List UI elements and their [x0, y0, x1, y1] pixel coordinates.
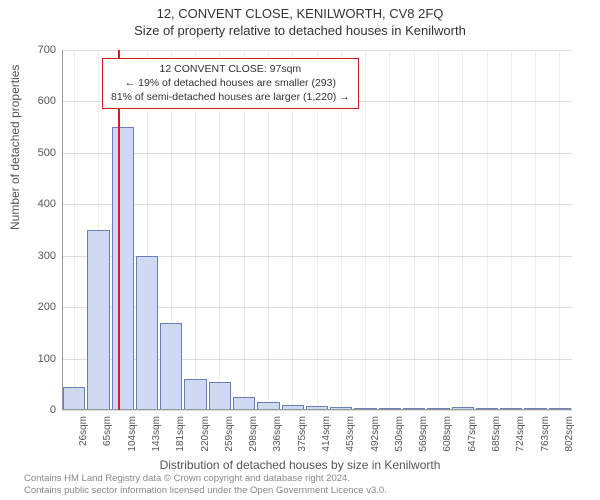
plot-area: 010020030040050060070026sqm65sqm104sqm14… — [62, 50, 572, 410]
gridline-v — [74, 50, 75, 410]
histogram-bar — [184, 379, 206, 410]
x-tick-label: 298sqm — [248, 416, 259, 452]
x-tick-label: 26sqm — [78, 416, 89, 446]
gridline-h — [62, 50, 572, 51]
y-tick-label: 100 — [26, 353, 56, 365]
legend-line-3: 81% of semi-detached houses are larger (… — [111, 90, 350, 104]
y-tick-label: 0 — [26, 404, 56, 416]
x-tick-label: 65sqm — [102, 416, 113, 446]
gridline-v — [462, 50, 463, 410]
y-tick-label: 500 — [26, 147, 56, 159]
histogram-bar — [160, 323, 182, 410]
x-tick-label: 336sqm — [272, 416, 283, 452]
x-tick-label: 492sqm — [370, 416, 381, 452]
gridline-v — [487, 50, 488, 410]
y-tick-label: 400 — [26, 198, 56, 210]
title-main: 12, CONVENT CLOSE, KENILWORTH, CV8 2FQ — [0, 0, 600, 21]
x-tick-label: 802sqm — [564, 416, 575, 452]
gridline-h — [62, 410, 572, 411]
histogram-bar — [63, 387, 85, 410]
x-tick-label: 763sqm — [540, 416, 551, 452]
x-tick-label: 259sqm — [224, 416, 235, 452]
footnote-line-2: Contains public sector information licen… — [24, 485, 387, 496]
chart-container: 12, CONVENT CLOSE, KENILWORTH, CV8 2FQ S… — [0, 0, 600, 500]
gridline-h — [62, 153, 572, 154]
y-axis-title: Number of detached properties — [8, 65, 22, 230]
x-tick-label: 453sqm — [345, 416, 356, 452]
title-sub: Size of property relative to detached ho… — [0, 21, 600, 38]
gridline-v — [414, 50, 415, 410]
x-tick-label: 530sqm — [394, 416, 405, 452]
y-tick-label: 700 — [26, 44, 56, 56]
x-axis-line — [62, 409, 572, 410]
footnote: Contains HM Land Registry data © Crown c… — [24, 473, 387, 496]
gridline-v — [389, 50, 390, 410]
legend-box: 12 CONVENT CLOSE: 97sqm← 19% of detached… — [102, 58, 359, 109]
footnote-line-1: Contains HM Land Registry data © Crown c… — [24, 473, 387, 484]
x-tick-label: 220sqm — [200, 416, 211, 452]
x-tick-label: 724sqm — [515, 416, 526, 452]
x-tick-label: 685sqm — [491, 416, 502, 452]
histogram-bar — [209, 382, 231, 410]
histogram-bar — [136, 256, 158, 410]
x-tick-label: 181sqm — [175, 416, 186, 452]
x-axis-title: Distribution of detached houses by size … — [0, 458, 600, 472]
x-tick-label: 104sqm — [127, 416, 138, 452]
gridline-v — [535, 50, 536, 410]
x-tick-label: 143sqm — [151, 416, 162, 452]
legend-line-2: ← 19% of detached houses are smaller (29… — [111, 76, 350, 90]
y-tick-label: 300 — [26, 250, 56, 262]
gridline-v — [365, 50, 366, 410]
histogram-bar — [112, 127, 134, 410]
histogram-bar — [87, 230, 109, 410]
x-tick-label: 647sqm — [467, 416, 478, 452]
gridline-h — [62, 204, 572, 205]
gridline-v — [438, 50, 439, 410]
gridline-v — [511, 50, 512, 410]
gridline-v — [559, 50, 560, 410]
x-tick-label: 608sqm — [442, 416, 453, 452]
legend-line-1: 12 CONVENT CLOSE: 97sqm — [111, 62, 350, 76]
y-tick-label: 600 — [26, 95, 56, 107]
x-tick-label: 375sqm — [297, 416, 308, 452]
y-tick-label: 200 — [26, 301, 56, 313]
x-tick-label: 414sqm — [321, 416, 332, 452]
x-tick-label: 569sqm — [418, 416, 429, 452]
y-axis-line — [62, 50, 63, 410]
